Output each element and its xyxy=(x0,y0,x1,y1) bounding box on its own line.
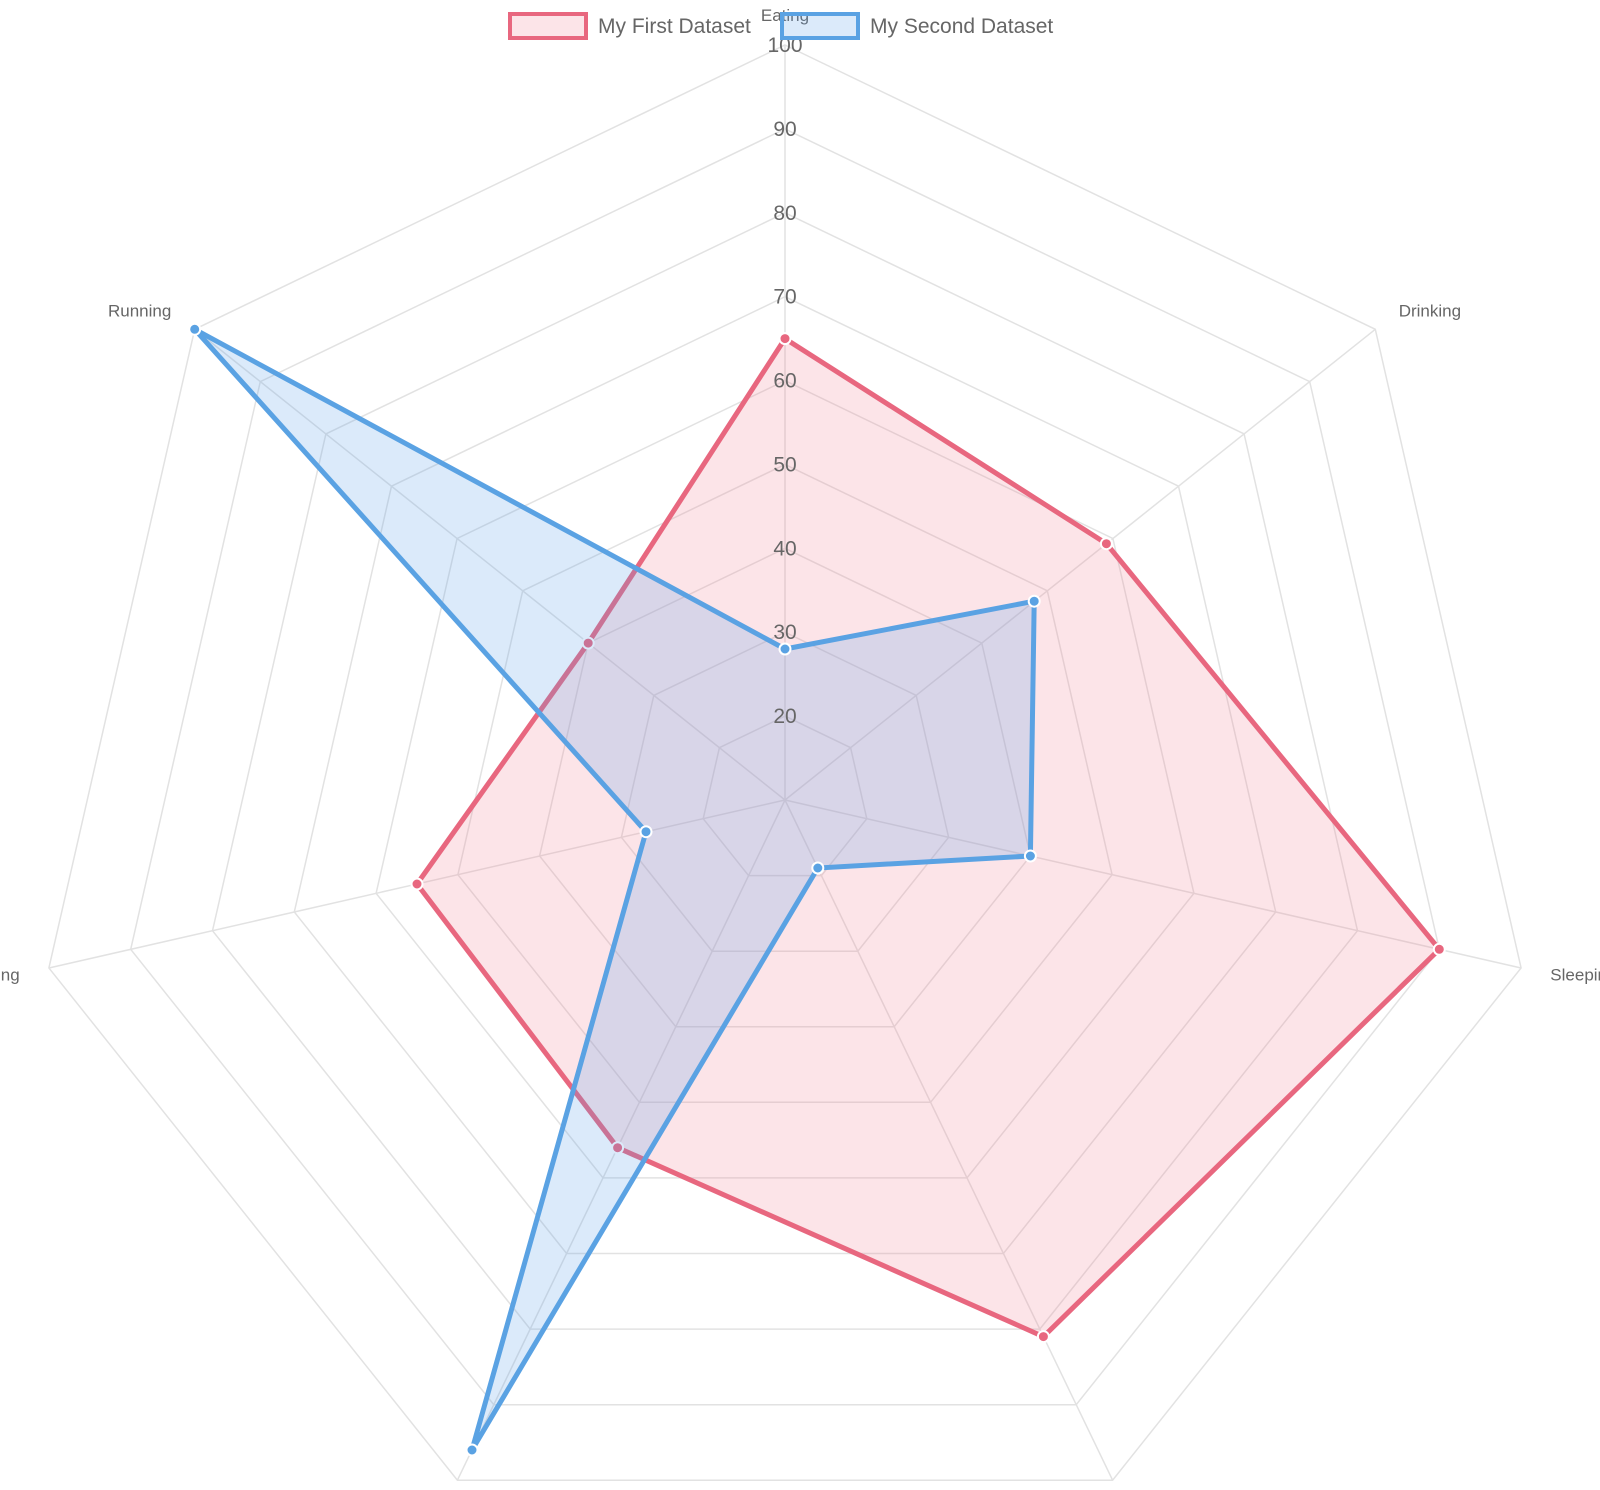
legend-swatch-second-dataset xyxy=(780,12,860,40)
data-point-my-second-dataset-sleeping[interactable] xyxy=(1023,849,1037,863)
grid-ring-20 xyxy=(702,715,868,877)
grid-ring-40 xyxy=(538,547,1032,1028)
data-point-my-second-dataset-drinking[interactable] xyxy=(1027,594,1041,608)
point-labels: EatingDrinkingSleepingDesigningCodingCyc… xyxy=(0,6,1600,985)
angle-line-sleeping xyxy=(784,799,1522,969)
angle-line-drinking xyxy=(784,328,1376,801)
data-point-my-second-dataset-running[interactable] xyxy=(188,322,202,336)
tick-label-60: 60 xyxy=(773,370,796,393)
grid-ring-60 xyxy=(375,379,1195,1179)
tick-label-70: 70 xyxy=(773,286,796,309)
data-point-my-first-dataset-sleeping[interactable] xyxy=(1432,942,1446,956)
tick-label-80: 80 xyxy=(773,202,796,225)
point-label-drinking: Drinking xyxy=(1399,302,1461,321)
legend-item-second-dataset[interactable]: My Second Dataset xyxy=(780,12,1053,40)
tick-label-90: 90 xyxy=(773,118,796,141)
grid-ring-50 xyxy=(457,463,1113,1104)
legend-label-first-dataset: My First Dataset xyxy=(598,15,751,38)
data-point-my-first-dataset-drinking[interactable] xyxy=(1099,537,1113,551)
legend: My First Dataset My Second Dataset xyxy=(508,12,1053,40)
tick-label-50: 50 xyxy=(773,453,796,476)
point-label-running: Running xyxy=(108,302,171,321)
data-point-my-second-dataset-eating[interactable] xyxy=(778,642,792,656)
data-point-my-first-dataset-eating[interactable] xyxy=(778,332,792,346)
grid-ring-30 xyxy=(620,631,950,952)
grid-ring-70 xyxy=(293,295,1277,1255)
legend-label-second-dataset: My Second Dataset xyxy=(870,15,1053,38)
tick-label-20: 20 xyxy=(773,705,796,728)
angle-line-coding xyxy=(456,799,786,1481)
data-point-my-first-dataset-designing[interactable] xyxy=(1036,1330,1050,1344)
grid-ring-80 xyxy=(211,211,1359,1330)
radar-grid xyxy=(48,44,1522,1481)
data-point-my-second-dataset-cycling[interactable] xyxy=(639,825,653,839)
legend-item-first-dataset[interactable]: My First Dataset xyxy=(508,12,751,40)
radar-series xyxy=(188,322,1446,1457)
angle-line-running xyxy=(194,328,786,801)
data-point-my-second-dataset-designing[interactable] xyxy=(811,861,825,875)
data-point-my-first-dataset-running[interactable] xyxy=(581,636,595,650)
angle-line-designing xyxy=(784,799,1114,1481)
data-point-my-second-dataset-coding[interactable] xyxy=(465,1443,479,1457)
point-label-cycling: Cycling xyxy=(0,966,20,985)
series-line-my-second-dataset xyxy=(192,327,1037,1452)
data-point-my-first-dataset-coding[interactable] xyxy=(611,1141,625,1155)
series-line-my-first-dataset xyxy=(413,335,1443,1340)
data-point-my-first-dataset-cycling[interactable] xyxy=(410,877,424,891)
legend-swatch-first-dataset xyxy=(508,12,588,40)
tick-label-30: 30 xyxy=(773,621,796,644)
grid-ring-90 xyxy=(129,128,1441,1406)
tick-label-40: 40 xyxy=(773,537,796,560)
series-my-second-dataset xyxy=(188,322,1041,1457)
grid-ring-100 xyxy=(48,44,1522,1481)
